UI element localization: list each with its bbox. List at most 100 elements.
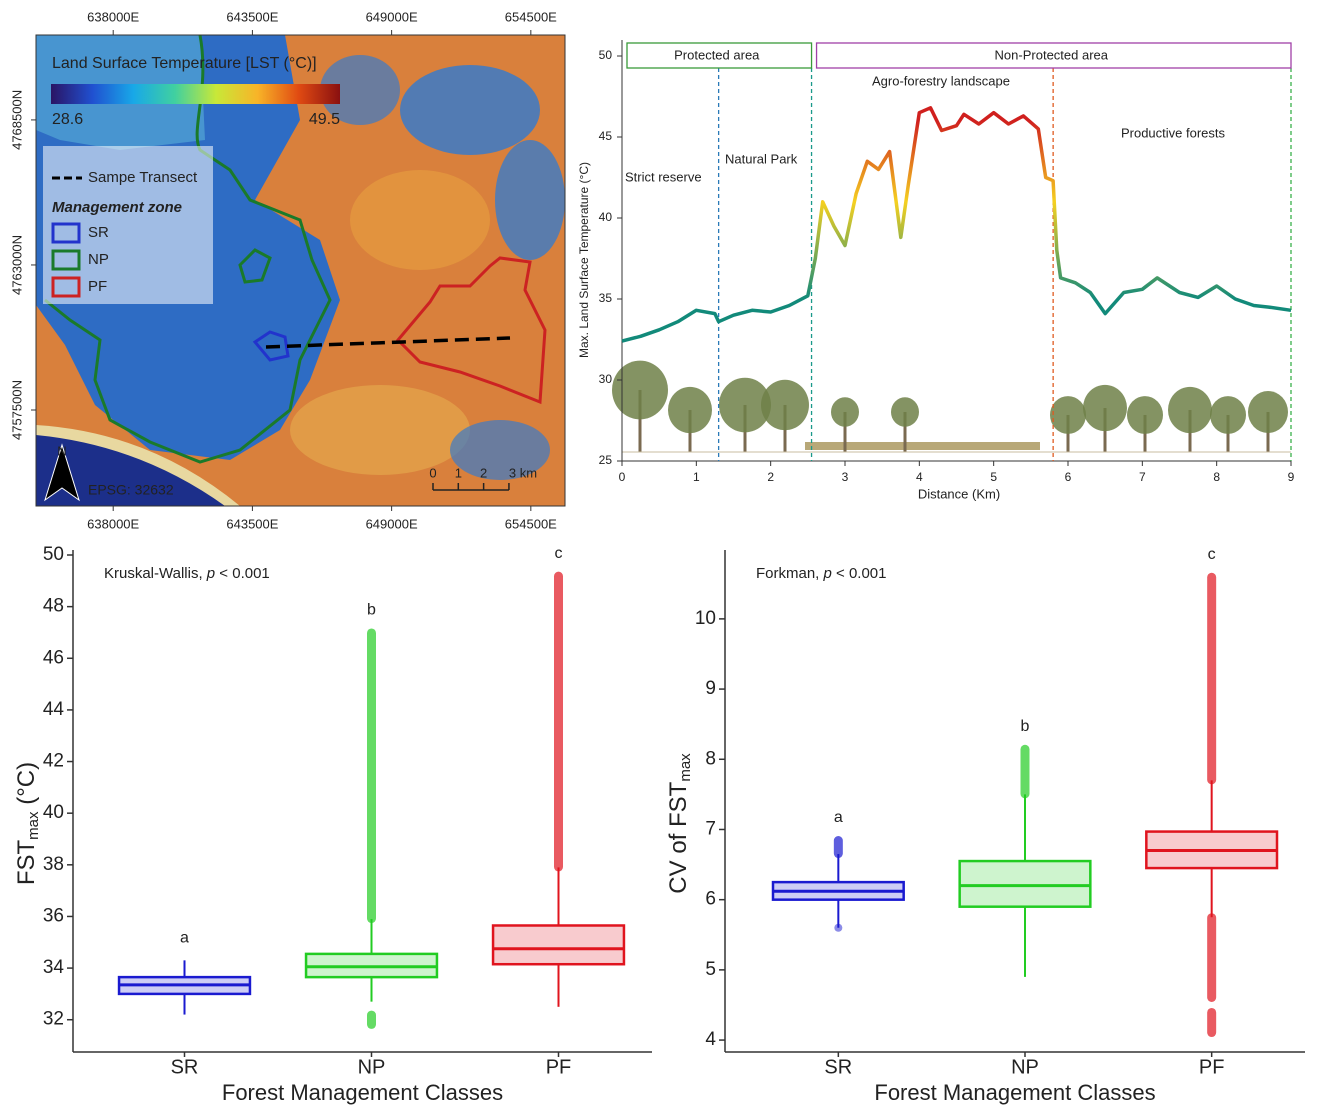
crs-label: EPSG: 32632 [88,482,174,498]
colorbar-min: 28.6 [52,111,83,128]
x-tick-label: 7 [1139,470,1146,484]
y-label-rest: (°C) [13,762,40,812]
significance-letter: a [180,930,189,947]
significance-letter: c [1208,546,1216,563]
y-tick-label: 10 [695,608,716,629]
forest-patch [320,55,400,125]
legend-label: Sampe Transect [88,169,198,186]
warm-patch [350,170,490,270]
np-boundary [44,34,332,464]
x-tick-label: 4 [916,470,923,484]
north-label: N [57,443,66,458]
tree-crown [831,397,859,427]
y-tick-label: 38 [43,854,64,875]
test-annotation: Forkman, p < 0.001 [756,565,887,582]
y-tick-label: 42 [43,751,64,772]
y-tick-label: 30 [599,372,613,386]
lst-line [621,106,1292,343]
colorbar-max: 49.5 [309,111,340,128]
outlier [834,923,843,932]
box [491,924,626,966]
scale-label: 3 km [509,465,537,480]
sr-boundary [252,330,290,362]
y-label-main: FST [13,839,40,885]
x-axis-label: Forest Management Classes [222,1080,503,1105]
y-label-sub: max [677,753,694,782]
tree-crown [668,386,712,434]
y-tick-label: 32 [43,1009,64,1030]
north-arrow [44,443,80,502]
map-frame [35,34,566,507]
outlier-range [1207,1007,1217,1038]
grass [805,442,1040,450]
y-tick-label: 45 [599,129,613,143]
y-tick-label: 4757500N [9,380,24,440]
y-tick-label: 35 [599,291,613,305]
legend-swatch [51,222,81,244]
y-axis-label: FSTmax (°C) [13,762,42,885]
annotation-part: p [206,565,215,582]
x-tick-label: 8 [1213,470,1220,484]
sea [36,435,225,506]
outlier-range [554,571,563,872]
region-label: Non-Protected area [995,47,1109,62]
y-tick-label: 4 [705,1029,716,1050]
y-tick-label: 44 [43,699,65,720]
legend-label: NP [88,251,109,268]
x-tick-label: 1 [693,470,700,484]
box [958,859,1092,908]
x-tick-label: 643500E [226,516,278,531]
y-tick-label: 7 [705,818,716,839]
outlier-range [1207,572,1217,785]
legend-label: SR [88,224,109,241]
zone-annotation: Strict reserve [625,169,702,184]
map-imagery [35,34,566,507]
region-label: Protected area [674,47,760,62]
x-tick-label: SR [824,1056,852,1078]
annotation-part: p [823,565,832,582]
annotation-part: Forkman, [756,565,824,582]
y-tick-label: 46 [43,647,64,668]
scale-label: 0 [429,465,436,480]
annotation-part: < 0.001 [215,565,270,582]
tree-crown [1248,391,1288,433]
x-tick-label: NP [358,1056,386,1078]
annotation-part: < 0.001 [832,565,887,582]
legend-swatch [51,249,81,271]
x-tick-label: 6 [1065,470,1072,484]
y-tick-label: 50 [43,544,64,565]
x-tick-label: NP [1011,1056,1039,1078]
test-annotation: Kruskal-Wallis, p < 0.001 [104,565,270,582]
y-tick-label: 34 [43,957,65,978]
colorbar-title: Land Surface Temperature [LST (°C)] [52,55,317,72]
y-tick-label: 25 [599,453,613,467]
scale-label: 2 [480,465,487,480]
x-tick-label: 649000E [366,516,418,531]
y-tick-label: 36 [43,905,64,926]
np-boundary [238,248,272,284]
significance-letter: b [1021,718,1030,735]
y-tick-label: 4763000N [9,235,24,295]
region-header [815,42,1292,69]
y-tick-label: 6 [705,889,716,910]
x-tick-label: 0 [619,470,626,484]
x-tick-label: 9 [1288,470,1295,484]
x-tick-label: 638000E [87,516,139,531]
x-tick-label: SR [171,1056,199,1078]
x-tick-label: 654500E [505,516,557,531]
tree-crown [719,377,771,433]
outlier-range [1207,913,1217,1002]
zone-annotation: Natural Park [725,151,798,166]
annotation-part: Kruskal-Wallis, [104,565,207,582]
legend-label: PF [88,278,107,295]
x-tick-label: 643500E [226,9,278,24]
outlier-range [367,628,376,924]
forest-patch [495,140,565,260]
x-tick-label: 5 [990,470,997,484]
scale-label: 1 [455,465,462,480]
tree-crown [1127,396,1163,434]
zone-annotation: Productive forests [1121,125,1226,140]
tree-crown [1050,396,1086,434]
